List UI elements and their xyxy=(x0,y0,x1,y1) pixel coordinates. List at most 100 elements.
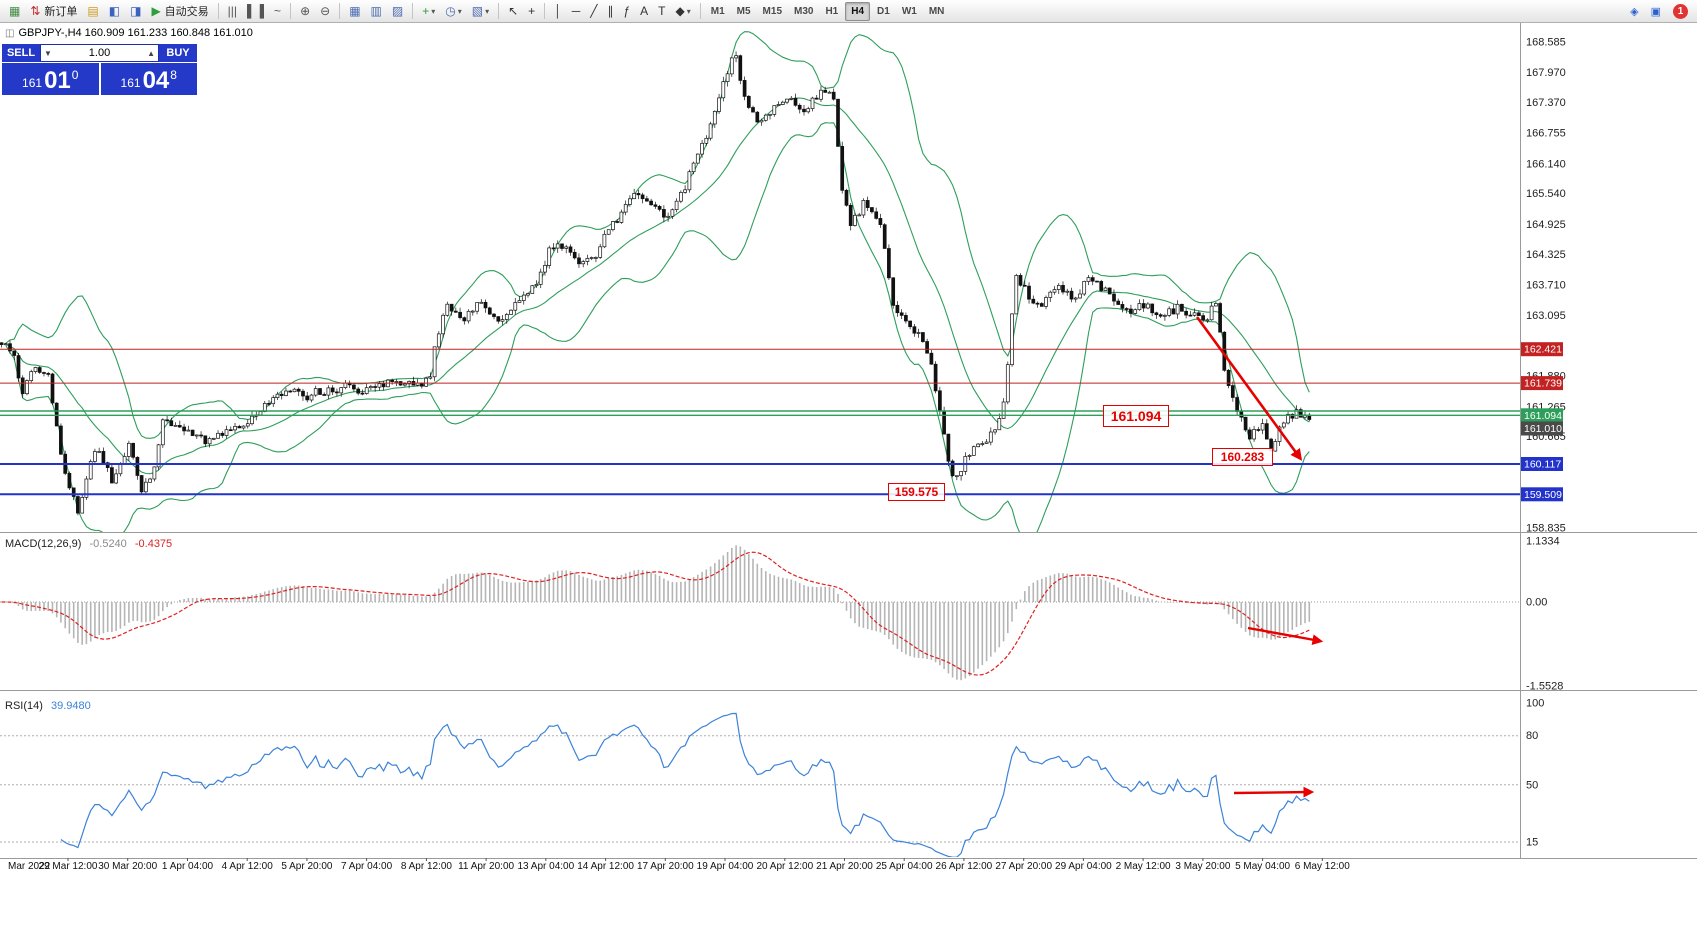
time-axis-label: 2 May 12:00 xyxy=(1116,861,1171,872)
volume-up-button[interactable]: ▲ xyxy=(147,48,155,58)
time-axis-label: Mar 2022 xyxy=(8,861,51,872)
rsi-axis-tick: 15 xyxy=(1526,837,1538,849)
cascade-windows-icon[interactable]: ▨ xyxy=(391,4,404,18)
axes[interactable]: 168.585 167.970 167.370 166.755 166.140 165.5… xyxy=(0,23,1697,872)
buy-button[interactable]: BUY xyxy=(159,44,197,62)
community-icon[interactable]: ◈ xyxy=(1630,5,1639,18)
trend-arrow[interactable] xyxy=(1233,786,1315,798)
periods-button[interactable]: ◷ ▾ xyxy=(445,4,462,18)
trend-arrow[interactable] xyxy=(1195,316,1303,461)
time-axis-label: 13 Apr 04:00 xyxy=(517,861,574,872)
price-axis-tick: 167.970 xyxy=(1526,67,1566,79)
zoom-in-icon[interactable]: ⊕ xyxy=(300,4,311,18)
market-watch-icon[interactable]: ◧ xyxy=(108,4,121,18)
rsi-line xyxy=(60,712,1310,857)
price-axis-tick: 164.925 xyxy=(1526,219,1566,231)
metaquotes-id-icon[interactable]: ▣ xyxy=(1650,5,1661,18)
trendline-icon[interactable]: ╱ xyxy=(590,4,598,18)
timeframe-m5-button[interactable]: M5 xyxy=(736,5,751,17)
timeframe-d1-button[interactable]: D1 xyxy=(877,5,890,17)
shapes-button[interactable]: ◆ ▾ xyxy=(675,4,691,18)
price-axis-tick: 166.755 xyxy=(1526,128,1566,140)
timeframe-m1-button[interactable]: M1 xyxy=(710,5,725,17)
data-window-icon[interactable]: ◨ xyxy=(130,4,142,18)
time-axis-label: 3 May 20:00 xyxy=(1175,861,1230,872)
svg-text:161.010: 161.010 xyxy=(1524,423,1562,435)
svg-text:162.421: 162.421 xyxy=(1524,344,1562,356)
macd-axis-tick: 1.1334 xyxy=(1526,536,1560,548)
tile-windows-icon[interactable]: ▦ xyxy=(349,4,361,18)
new-order-button[interactable]: ⇅ 新订单 xyxy=(30,4,78,18)
accounts-icon[interactable]: ▤ xyxy=(87,4,99,18)
crosshair-icon[interactable]: + xyxy=(528,4,536,18)
toolbar-separator xyxy=(544,3,546,19)
volume-value[interactable]: 1.00 xyxy=(88,47,111,59)
notification-badge[interactable]: 1 xyxy=(1673,3,1688,19)
buy-price[interactable]: 161 04 8 xyxy=(100,63,197,95)
rsi-value: 39.9480 xyxy=(50,700,91,712)
autotrading-button[interactable]: ▶ 自动交易 xyxy=(151,4,209,18)
cursor-icon[interactable]: ↖ xyxy=(508,4,519,18)
label-icon[interactable]: T xyxy=(658,4,666,18)
macd-axis-tick: 0.00 xyxy=(1526,597,1547,609)
price-axis-tick: 158.835 xyxy=(1526,522,1566,534)
time-axis-label: 30 Mar 20:00 xyxy=(98,861,157,872)
sell-price[interactable]: 161 01 0 xyxy=(2,63,99,95)
time-axis-label: 5 May 04:00 xyxy=(1235,861,1290,872)
templates-button[interactable]: ▧ ▾ xyxy=(471,4,490,18)
bar-chart-icon[interactable]: ||| xyxy=(227,4,238,18)
timeframe-m30-button[interactable]: M30 xyxy=(794,5,814,17)
timeframe-m15-button[interactable]: M15 xyxy=(762,5,782,17)
toolbar-right-group: ◈ ▣ 1 xyxy=(1625,2,1693,21)
time-axis-label: 20 Apr 12:00 xyxy=(756,861,813,872)
rsi-panel[interactable] xyxy=(0,712,1520,857)
time-axis-label: 25 Apr 04:00 xyxy=(876,861,933,872)
buy-price-pipette: 8 xyxy=(170,68,177,82)
timeframe-mn-button[interactable]: MN xyxy=(928,5,945,17)
bollinger-middle-band xyxy=(5,97,1310,475)
chart-window-icon[interactable]: ▦ xyxy=(9,4,21,18)
macd-indicator-label: MACD(12,26,9) -0.5240 -0.4375 xyxy=(5,538,172,550)
main-chart-panel[interactable] xyxy=(0,31,1520,543)
vertical-line-icon[interactable]: │ xyxy=(554,4,562,18)
one-click-trading-panel: SELL ▼ 1.00 ▲ BUY 161 01 0 161 04 8 xyxy=(2,44,197,95)
candlestick-chart-icon[interactable]: ▌▐ xyxy=(247,4,265,18)
toolbar-separator xyxy=(217,3,219,19)
time-axis-label: 8 Apr 12:00 xyxy=(401,861,453,872)
toolbar-separator xyxy=(290,3,292,19)
zoom-out-icon[interactable]: ⊖ xyxy=(320,4,331,18)
text-icon[interactable]: A xyxy=(640,4,649,18)
svg-text:161.739: 161.739 xyxy=(1524,378,1562,390)
sell-button[interactable]: SELL xyxy=(2,44,40,62)
rsi-axis-tick: 80 xyxy=(1526,730,1538,742)
volume-stepper[interactable]: ▼ 1.00 ▲ xyxy=(40,44,159,62)
trend-arrow[interactable] xyxy=(1247,626,1324,645)
horizontal-line-icon[interactable]: ─ xyxy=(571,4,581,18)
arrange-windows-icon[interactable]: ▥ xyxy=(370,4,382,18)
price-annotation-label[interactable]: 159.575 xyxy=(888,483,945,501)
toolbar-separator xyxy=(498,3,500,19)
buy-price-prefix: 161 xyxy=(120,76,141,90)
price-annotation-label[interactable]: 161.094 xyxy=(1103,405,1169,427)
timeframe-h4-button[interactable]: H4 xyxy=(845,1,871,21)
channel-icon[interactable]: ∥ xyxy=(607,4,614,18)
time-axis-label: 17 Apr 20:00 xyxy=(637,861,694,872)
line-chart-icon[interactable]: ~ xyxy=(274,4,282,18)
rsi-axis-tick: 100 xyxy=(1526,698,1544,710)
fibonacci-icon[interactable]: ƒ xyxy=(623,4,631,18)
time-axis-label: 14 Apr 12:00 xyxy=(577,861,634,872)
svg-text:161.094: 161.094 xyxy=(1524,410,1562,422)
timeframe-w1-button[interactable]: W1 xyxy=(901,5,917,17)
timeframe-h1-button[interactable]: H1 xyxy=(825,5,839,17)
volume-down-button[interactable]: ▼ xyxy=(44,48,52,58)
macd-panel[interactable] xyxy=(0,545,1520,681)
add-indicator-button[interactable]: + ▾ xyxy=(422,4,436,18)
price-annotation-label[interactable]: 160.283 xyxy=(1212,448,1273,466)
chart-info: ◫ GBPJPY-,H4 160.909 161.233 160.848 161… xyxy=(5,27,253,39)
rsi-name: RSI(14) xyxy=(5,700,43,712)
svg-text:160.117: 160.117 xyxy=(1524,459,1561,471)
sell-price-pipette: 0 xyxy=(71,68,79,82)
price-axis-tick: 166.140 xyxy=(1526,158,1566,170)
price-axis-tick: 168.585 xyxy=(1526,37,1566,49)
